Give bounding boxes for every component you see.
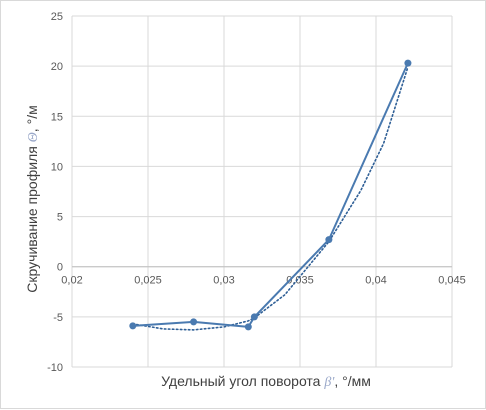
y-axis-title: Скручивание профиля Θ, °/м [24,105,41,292]
x-axis-title: Удельный угол поворота β', °/мм [161,373,371,390]
y-axis-unit: , °/м [24,105,40,132]
y-tick-label: 5 [57,212,63,224]
y-tick-label: 0 [57,262,63,274]
x-tick-label: 0,045 [438,275,466,287]
data-point [190,318,198,326]
data-point [250,313,258,321]
data-point [404,59,412,67]
x-tick-label: 0,025 [134,275,162,287]
x-tick-labels: 0,02 0,025 0,03 0,035 0,04 0,045 [61,275,465,287]
x-tick-label: 0,03 [213,275,234,287]
series-layer [129,59,412,331]
x-tick-label: 0,04 [365,275,386,287]
data-point [325,236,333,244]
x-tick-label: 0,02 [61,275,82,287]
y-tick-label: 25 [51,11,63,23]
horizontal-gridlines [72,15,452,368]
y-tick-label: -10 [47,362,63,374]
trendline-series [132,66,409,331]
y-tick-label: 10 [51,161,63,173]
y-tick-label: 20 [51,61,63,73]
x-axis-title-text: Удельный угол поворота [161,373,324,389]
y-axis-title-text: Скручивание профиля [24,142,40,292]
y-tick-label: -5 [53,312,63,324]
y-axis-symbol: Θ [26,132,41,142]
y-tick-labels: -10 -5 0 5 10 15 20 25 [47,11,63,374]
data-point [129,322,137,330]
data-point [244,323,252,331]
x-axis-unit: , °/мм [334,373,371,389]
vertical-gridlines [71,16,453,367]
y-tick-label: 15 [51,111,63,123]
data-series-line [132,62,409,328]
x-axis-symbol: β' [323,375,335,390]
